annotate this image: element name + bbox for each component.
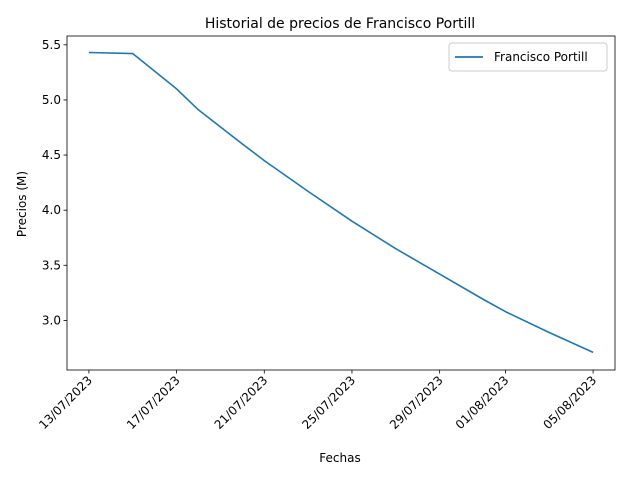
- series-line: [88, 51, 594, 354]
- x-tick-label: 17/07/2023: [124, 373, 183, 432]
- y-tick-label: 3.0: [42, 313, 61, 327]
- x-tick-label: 01/08/2023: [453, 373, 512, 432]
- y-tick-label: 5.0: [42, 93, 61, 107]
- y-tick-label: 4.0: [42, 203, 61, 217]
- x-axis-label: Fechas: [319, 451, 360, 465]
- x-tick-label: 05/08/2023: [540, 373, 599, 432]
- y-axis-label: Precios (M): [15, 171, 29, 237]
- plot-area: [66, 35, 616, 371]
- legend-label: Francisco Portill: [494, 50, 588, 64]
- legend: Francisco Portill: [448, 42, 608, 72]
- chart-title: Historial de precios de Francisco Portil…: [205, 16, 475, 32]
- y-tick-label: 4.5: [42, 148, 61, 162]
- x-axis: 13/07/2023 17/07/2023 21/07/2023 25/07/2023…: [36, 370, 599, 432]
- x-tick-label: 29/07/2023: [387, 373, 446, 432]
- legend-box: [448, 42, 608, 72]
- x-tick-label: 25/07/2023: [299, 373, 358, 432]
- x-tick-label: 21/07/2023: [212, 373, 271, 432]
- plot-frame: [66, 35, 616, 371]
- y-tick-label: 5.5: [42, 38, 61, 52]
- y-axis: 3.0 3.5 4.0 4.5 5.0 5.5: [42, 38, 67, 327]
- x-tick-label: 13/07/2023: [36, 373, 95, 432]
- y-tick-label: 3.5: [42, 258, 61, 272]
